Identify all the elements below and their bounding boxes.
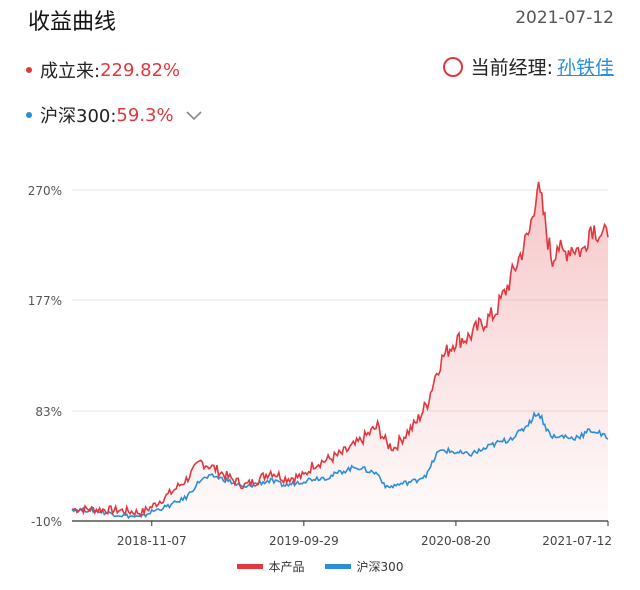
y-tick-label: 270% [28, 184, 62, 198]
benchmark-dot-icon [26, 112, 32, 118]
legend-item-product[interactable]: 本产品 [236, 558, 305, 575]
x-tick-label: 2021-07-12 [542, 534, 612, 548]
chart-title: 收益曲线 [28, 10, 117, 35]
y-axis-ticks: 270% 177% 83% -10% [28, 184, 62, 529]
legend-label-benchmark: 沪深300 [356, 560, 404, 574]
x-tick-label: 2018-11-07 [117, 534, 187, 548]
current-manager: 当前经理: 孙铁佳 [442, 53, 614, 80]
return-chart: 270% 177% 83% -10% 2018-11-07 2019-09-29 2020… [28, 181, 612, 548]
circle-icon [442, 56, 463, 77]
benchmark-return-label: 沪深300: [40, 106, 117, 127]
legend-swatch-product [236, 564, 263, 569]
benchmark-return-value: 59.3% [116, 104, 174, 126]
product-line [71, 181, 609, 519]
y-tick-label: 177% [28, 294, 62, 308]
benchmark-return-row[interactable]: 沪深300: 59.3% [26, 102, 202, 128]
manager-name-link[interactable]: 孙铁佳 [556, 57, 614, 79]
fund-dot-icon [26, 67, 32, 73]
benchmark-line [71, 410, 609, 520]
chart-legend: 本产品 沪深300 [0, 558, 640, 575]
y-tick-label: 83% [35, 405, 62, 419]
x-tick-label: 2020-08-20 [421, 534, 491, 548]
fund-return-value: 229.82% [100, 59, 181, 81]
fund-return-label: 成立来: [40, 61, 101, 82]
legend-item-benchmark[interactable]: 沪深300 [324, 558, 404, 575]
chevron-down-icon[interactable] [186, 105, 202, 126]
legend-swatch-benchmark [324, 564, 351, 569]
x-axis-ticks: 2018-11-07 2019-09-29 2020-08-20 2021-07-12 [117, 521, 612, 548]
legend-label-product: 本产品 [268, 560, 305, 574]
product-area-fill [72, 181, 608, 521]
y-tick-label: -10% [31, 515, 62, 529]
fund-return-row: 成立来: 229.82% [26, 57, 180, 83]
date-label: 2021-07-12 [515, 8, 614, 28]
x-tick-label: 2019-09-29 [269, 534, 339, 548]
manager-label: 当前经理: [470, 57, 553, 79]
